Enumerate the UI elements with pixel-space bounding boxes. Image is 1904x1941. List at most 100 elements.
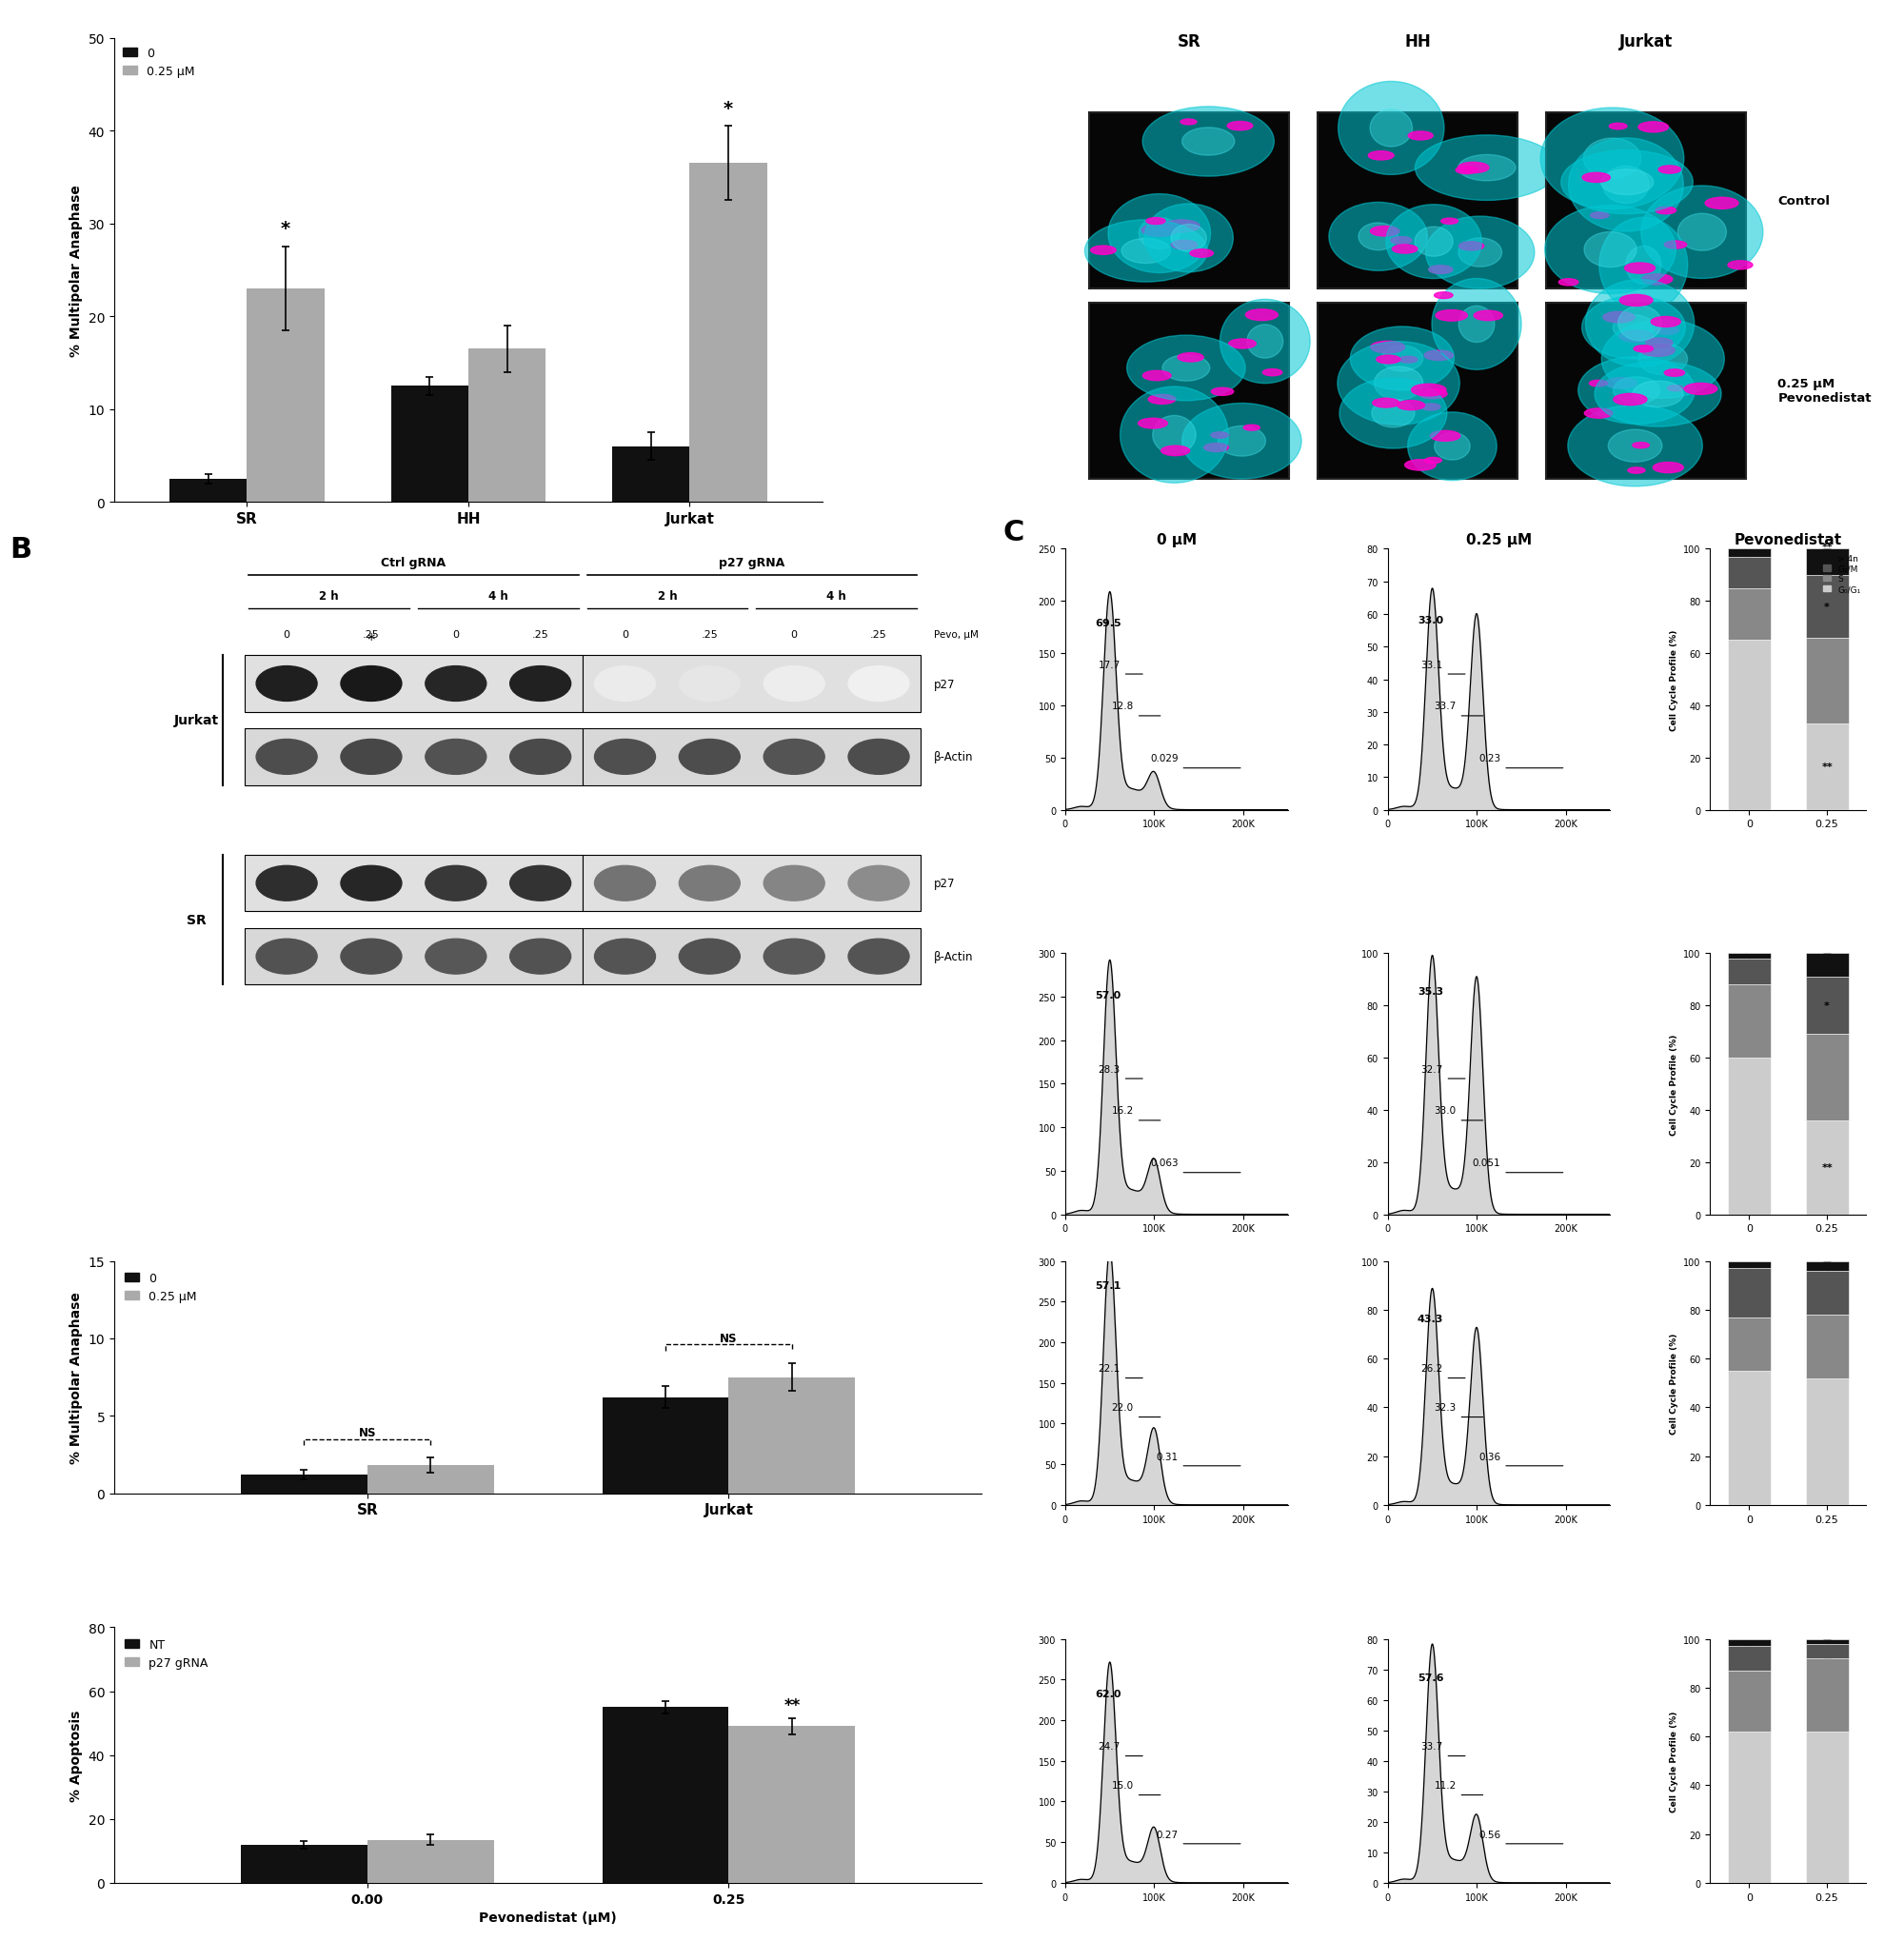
Ellipse shape: [425, 939, 486, 974]
Text: 15.0: 15.0: [1112, 1780, 1133, 1790]
Text: SR: SR: [1177, 33, 1201, 50]
Ellipse shape: [1559, 280, 1578, 287]
Bar: [1805, 976, 1849, 1035]
Ellipse shape: [1430, 431, 1460, 443]
Text: 69.5: 69.5: [1095, 619, 1121, 627]
Text: 0.36: 0.36: [1479, 1452, 1500, 1462]
Text: 28.3: 28.3: [1099, 1064, 1120, 1073]
Text: β-Actin: β-Actin: [935, 751, 973, 763]
Ellipse shape: [1609, 124, 1626, 130]
Ellipse shape: [1613, 316, 1655, 342]
Bar: [1546, 113, 1746, 289]
Bar: [1546, 303, 1746, 479]
Ellipse shape: [1399, 357, 1417, 363]
Ellipse shape: [257, 666, 318, 701]
Ellipse shape: [1637, 122, 1668, 134]
Ellipse shape: [1386, 206, 1481, 280]
Text: 0.051: 0.051: [1472, 1159, 1500, 1168]
Ellipse shape: [1339, 82, 1443, 175]
Bar: [1727, 1269, 1771, 1318]
Ellipse shape: [425, 866, 486, 901]
Ellipse shape: [1668, 386, 1683, 392]
Text: 35.3: 35.3: [1417, 986, 1443, 996]
Ellipse shape: [1329, 204, 1428, 272]
Text: 0.31: 0.31: [1156, 1452, 1179, 1462]
Bar: [244, 856, 583, 912]
Text: **: **: [1822, 1163, 1832, 1172]
Ellipse shape: [510, 666, 571, 701]
Text: *: *: [724, 99, 733, 118]
Ellipse shape: [1428, 266, 1453, 274]
Bar: [1805, 1120, 1849, 1215]
Bar: [583, 856, 922, 912]
Ellipse shape: [1228, 122, 1253, 132]
Bar: [244, 928, 583, 986]
Ellipse shape: [1434, 433, 1470, 460]
Ellipse shape: [1144, 204, 1234, 274]
Ellipse shape: [341, 866, 402, 901]
Ellipse shape: [1211, 433, 1228, 439]
Text: 22.0: 22.0: [1112, 1403, 1133, 1413]
Text: p27: p27: [935, 677, 956, 691]
Bar: [602, 1398, 729, 1493]
Text: .25: .25: [870, 629, 887, 639]
Ellipse shape: [1171, 225, 1207, 252]
Ellipse shape: [680, 939, 741, 974]
Bar: [1727, 557, 1771, 588]
Ellipse shape: [1262, 369, 1281, 377]
Ellipse shape: [341, 740, 402, 774]
Bar: [240, 1844, 367, 1883]
Ellipse shape: [1390, 237, 1413, 245]
Ellipse shape: [1432, 280, 1521, 371]
Y-axis label: % Multipolar Anaphase: % Multipolar Anaphase: [70, 1291, 84, 1464]
Ellipse shape: [1569, 138, 1683, 233]
Ellipse shape: [1603, 313, 1636, 324]
Ellipse shape: [1544, 206, 1676, 295]
Text: p27: p27: [935, 877, 956, 889]
Bar: [729, 1726, 855, 1883]
Y-axis label: Cell Cycle Profile (%): Cell Cycle Profile (%): [1670, 1333, 1677, 1434]
Ellipse shape: [1458, 163, 1489, 175]
Ellipse shape: [1382, 345, 1422, 373]
Ellipse shape: [1596, 363, 1721, 427]
Ellipse shape: [1375, 367, 1422, 400]
Ellipse shape: [1628, 468, 1645, 474]
Bar: [1805, 1271, 1849, 1314]
Text: 0: 0: [284, 629, 289, 639]
Bar: [583, 730, 922, 786]
Ellipse shape: [1655, 326, 1679, 336]
Text: 22.1: 22.1: [1099, 1365, 1120, 1374]
Text: Ctrl gRNA: Ctrl gRNA: [381, 557, 446, 569]
Bar: [1805, 1658, 1849, 1731]
Bar: [602, 1708, 729, 1883]
Ellipse shape: [764, 866, 824, 901]
Ellipse shape: [764, 666, 824, 701]
Ellipse shape: [1228, 340, 1257, 349]
Ellipse shape: [1590, 380, 1607, 386]
Bar: [583, 656, 922, 712]
Bar: [1089, 113, 1289, 289]
Legend: 0, 0.25 μM: 0, 0.25 μM: [120, 45, 196, 80]
Text: 0.063: 0.063: [1150, 1159, 1179, 1168]
Ellipse shape: [341, 666, 402, 701]
Ellipse shape: [849, 740, 910, 774]
Ellipse shape: [1142, 225, 1179, 237]
Ellipse shape: [594, 866, 655, 901]
Text: NS: NS: [358, 1427, 377, 1438]
Ellipse shape: [1358, 223, 1398, 250]
Ellipse shape: [1245, 311, 1278, 320]
Ellipse shape: [1163, 221, 1200, 233]
Bar: [367, 1840, 493, 1883]
Ellipse shape: [1179, 353, 1203, 363]
Text: 33.1: 33.1: [1420, 660, 1443, 670]
Ellipse shape: [1664, 241, 1687, 248]
Bar: [248, 289, 324, 503]
Ellipse shape: [1457, 167, 1478, 175]
Ellipse shape: [510, 939, 571, 974]
Ellipse shape: [1632, 382, 1683, 408]
Ellipse shape: [1653, 462, 1683, 474]
Bar: [244, 656, 583, 712]
Text: 0.23: 0.23: [1479, 753, 1500, 763]
Ellipse shape: [1641, 186, 1763, 280]
Ellipse shape: [1407, 413, 1497, 481]
